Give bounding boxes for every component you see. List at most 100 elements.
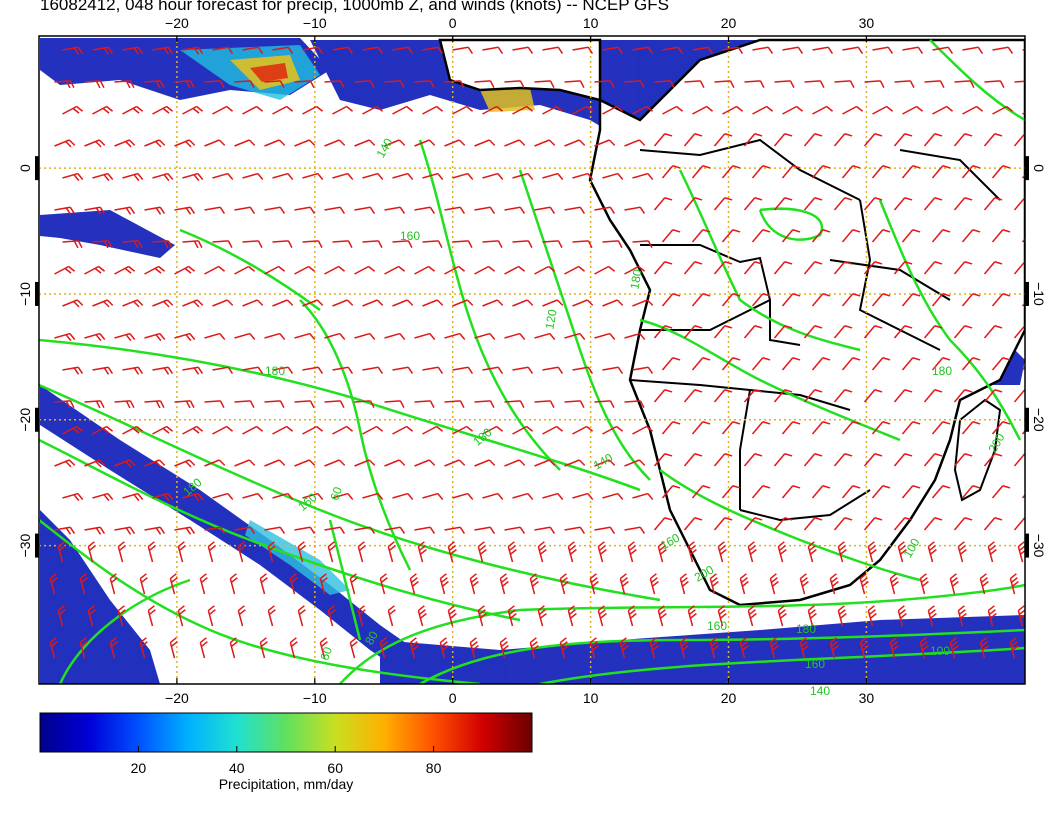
wind-barb <box>962 105 984 115</box>
wind-barb <box>624 206 646 215</box>
wind-barb <box>234 206 256 215</box>
wind-barb <box>902 105 924 115</box>
wind-barb <box>872 46 894 55</box>
wind-barb <box>414 206 436 215</box>
wind-barb <box>714 80 735 89</box>
wind-barb <box>841 293 861 307</box>
wind-barb <box>444 400 465 409</box>
wind-barb <box>152 492 174 502</box>
wind-barb <box>409 637 419 659</box>
wind-barb <box>572 366 594 375</box>
wind-barb <box>833 261 853 275</box>
wind-barb <box>572 105 594 115</box>
wind-barb <box>987 605 997 627</box>
wind-barb <box>894 80 915 89</box>
wind-barb <box>264 206 286 215</box>
wind-barb <box>264 332 286 340</box>
wind-barb <box>452 299 474 307</box>
wind-barb <box>1009 637 1019 659</box>
wind-barb <box>422 492 444 500</box>
wind-barb <box>259 637 268 659</box>
wind-barb <box>991 165 1011 179</box>
wind-barb <box>264 265 286 275</box>
wind-barb <box>302 492 324 500</box>
wind-barb <box>687 605 697 627</box>
wind-barb <box>602 105 624 115</box>
wind-barb <box>92 240 113 249</box>
wind-barb <box>332 172 354 180</box>
wind-barb <box>931 165 951 179</box>
wind-barb <box>889 573 899 595</box>
wind-barb <box>743 389 763 403</box>
wind-barb <box>931 229 951 243</box>
wind-barb <box>482 105 504 115</box>
wind-barb <box>362 172 384 180</box>
wind-barb <box>567 541 577 563</box>
wind-barb <box>991 293 1011 307</box>
lat-tick-label-left: −10 <box>17 282 33 306</box>
wind-barb <box>657 541 667 563</box>
wind-barb <box>781 293 801 307</box>
contour-label: 100 <box>930 644 950 658</box>
wind-barb <box>594 139 616 147</box>
wind-barb <box>152 299 174 308</box>
wind-barb <box>773 325 793 339</box>
wind-barb <box>302 105 324 115</box>
wind-barb <box>62 46 84 55</box>
wind-barb <box>109 573 118 595</box>
contour-label: 140 <box>810 684 830 698</box>
wind-barb <box>207 541 216 563</box>
wind-barb <box>632 366 654 375</box>
wind-barb <box>57 605 66 627</box>
contour-line <box>518 169 651 481</box>
wind-barb <box>504 265 526 275</box>
wind-barb <box>654 80 675 89</box>
wind-barb <box>924 80 945 89</box>
wind-barb <box>84 206 106 215</box>
wind-barb <box>144 526 166 535</box>
contour-line <box>39 338 641 492</box>
wind-barb <box>122 425 144 435</box>
wind-barb <box>62 105 84 115</box>
colorbar-tick-label: 80 <box>426 760 442 776</box>
wind-barb <box>713 325 733 339</box>
wind-barb <box>174 526 196 535</box>
wind-barb <box>803 389 823 403</box>
wind-barb <box>1021 293 1025 307</box>
wind-barb <box>833 517 853 531</box>
wind-barb <box>534 139 556 147</box>
wind-barb <box>782 46 804 55</box>
wind-barb <box>841 165 861 179</box>
wind-barb <box>392 425 414 435</box>
lon-tick-label-top: −20 <box>165 15 189 31</box>
lat-tick-label-right: −20 <box>1031 408 1047 432</box>
wind-barb <box>602 366 624 375</box>
wind-barb <box>624 139 646 147</box>
wind-barb <box>444 265 466 275</box>
contour-line <box>339 583 1025 684</box>
wind-barb <box>444 139 466 147</box>
wind-barb <box>349 637 358 659</box>
wind-barb <box>542 172 564 180</box>
wind-barb <box>803 325 823 339</box>
wind-barb <box>289 637 298 659</box>
wind-barb <box>264 400 285 409</box>
wind-barb <box>92 425 114 435</box>
wind-barb <box>474 332 496 340</box>
contour-label: 160 <box>805 657 825 671</box>
wind-barb <box>212 425 234 435</box>
wind-barb <box>632 492 654 500</box>
wind-barb <box>234 332 256 340</box>
wind-barb <box>319 573 328 595</box>
wind-barb <box>773 261 793 275</box>
wind-barb <box>144 206 166 215</box>
wind-barb <box>893 325 913 339</box>
wind-barb <box>272 299 294 307</box>
wind-barb <box>84 139 106 148</box>
wind-barb <box>177 541 186 563</box>
wind-barb <box>272 366 294 375</box>
wind-barb <box>422 105 444 115</box>
wind-barb <box>743 197 763 211</box>
wind-barb <box>444 459 466 467</box>
wind-barb <box>204 526 226 535</box>
